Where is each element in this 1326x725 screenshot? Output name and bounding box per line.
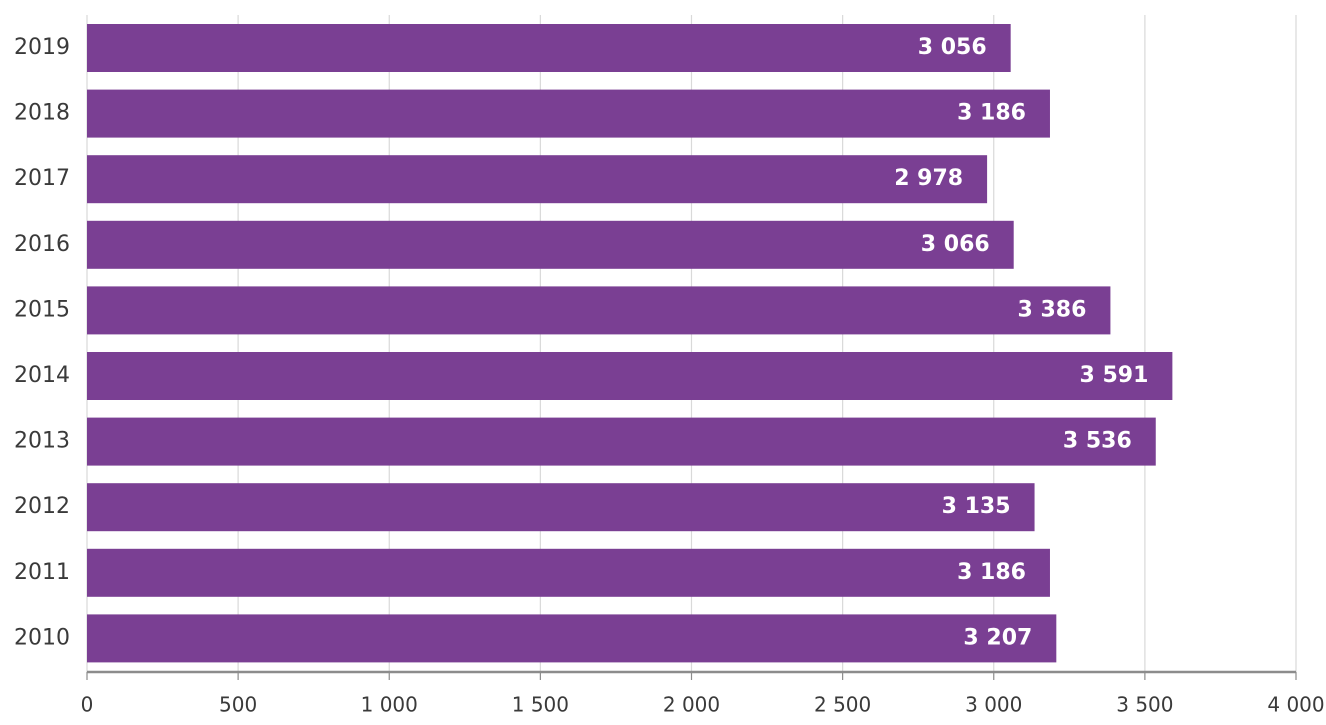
bar-2010 [87, 614, 1057, 663]
x-tick-label: 2 000 [663, 693, 720, 717]
bar-2017 [87, 155, 988, 204]
data-label-2010: 3 207 [963, 625, 1032, 650]
data-label-2013: 3 536 [1063, 429, 1132, 454]
bar-2012 [87, 483, 1035, 532]
data-label-2019: 3 056 [918, 35, 987, 60]
x-tick-label: 1 000 [361, 693, 418, 717]
y-tick-label-2011: 2011 [14, 560, 70, 585]
y-axis-labels: 2019 2018 2017 2016 2015 2014 2013 2012 2011 2010 [14, 35, 70, 650]
y-tick-label-2019: 2019 [14, 35, 70, 60]
y-tick-label-2013: 2013 [14, 429, 70, 454]
bar-2014 [87, 352, 1173, 400]
bar-2011 [87, 548, 1050, 597]
x-axis-labels: 0 500 1 000 1 500 2 000 2 500 3 000 3 500 4 000 [81, 693, 1325, 717]
y-tick-label-2018: 2018 [14, 101, 70, 126]
x-tick-label: 3 500 [1116, 693, 1173, 717]
x-tick-label: 2 500 [814, 693, 871, 717]
x-tick-label: 4 000 [1267, 693, 1324, 717]
bar-2013 [87, 417, 1156, 466]
data-label-2014: 3 591 [1079, 363, 1148, 388]
y-tick-label-2015: 2015 [14, 297, 70, 322]
y-tick-label-2016: 2016 [14, 232, 70, 257]
y-tick-label-2017: 2017 [14, 166, 70, 191]
data-label-2015: 3 386 [1018, 297, 1087, 322]
data-label-2011: 3 186 [957, 560, 1026, 585]
y-tick-label-2010: 2010 [14, 625, 70, 650]
bar-2016 [87, 220, 1014, 269]
bars: 3 056 3 186 2 978 3 066 3 386 3 591 3 536 3 135… [87, 24, 1173, 663]
x-tick-label: 3 000 [965, 693, 1022, 717]
x-tick-label: 0 [81, 693, 94, 717]
x-tick-label: 500 [219, 693, 257, 717]
bar-2015 [87, 286, 1111, 335]
bar-2018 [87, 89, 1050, 138]
y-tick-label-2012: 2012 [14, 494, 70, 519]
bar-2019 [87, 24, 1011, 72]
x-tick-label: 1 500 [512, 693, 569, 717]
y-tick-label-2014: 2014 [14, 363, 70, 388]
data-label-2017: 2 978 [894, 166, 963, 191]
data-label-2016: 3 066 [921, 232, 990, 257]
data-label-2018: 3 186 [957, 101, 1026, 126]
data-label-2012: 3 135 [942, 494, 1011, 519]
